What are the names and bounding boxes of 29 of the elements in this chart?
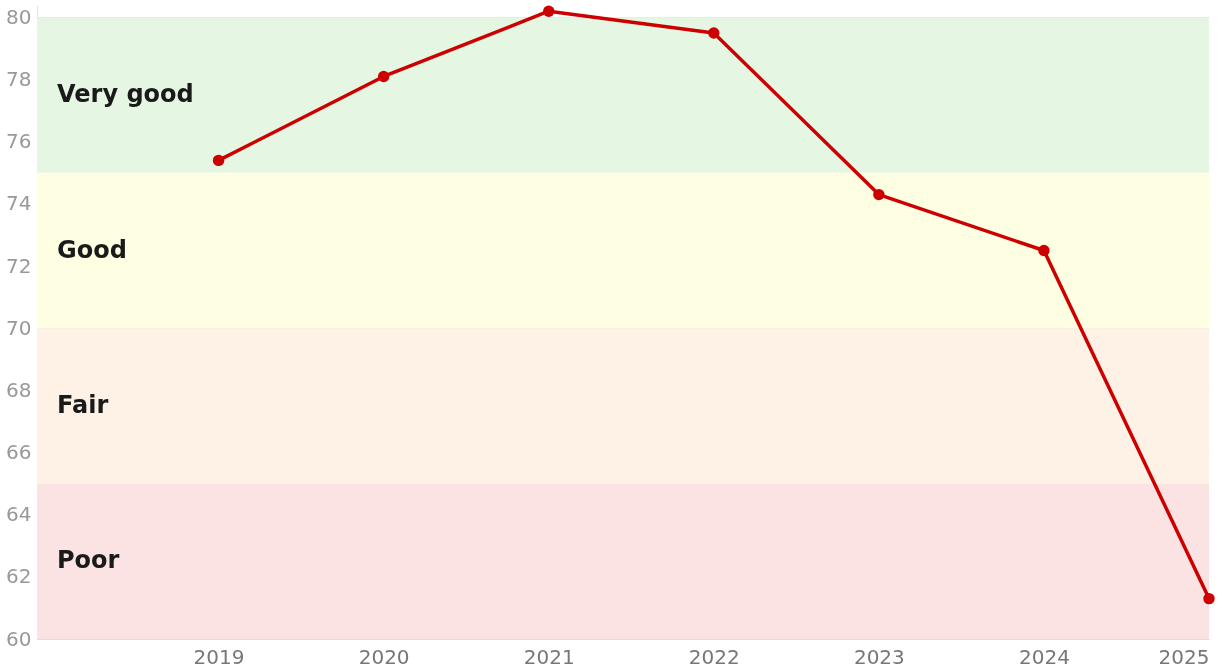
x-tick-label: 2024 <box>1018 644 1070 669</box>
band-label: Good <box>57 235 127 264</box>
y-tick-label: 74 <box>6 191 32 216</box>
x-tick-label: 2025 <box>1158 644 1210 669</box>
y-tick-label: 76 <box>6 129 32 154</box>
x-tick-label: 2021 <box>523 644 575 669</box>
band-label: Fair <box>57 390 109 419</box>
point <box>1203 592 1215 605</box>
y-tick-label: 62 <box>6 564 32 589</box>
y-tick-label: 64 <box>6 502 32 527</box>
band-label: Very good <box>57 80 194 109</box>
point <box>1038 244 1050 257</box>
y-tick-label: 70 <box>6 315 32 340</box>
x-tick-label: 2023 <box>853 644 905 669</box>
x-tick-label: 2019 <box>193 644 245 669</box>
y-tick-label: 72 <box>6 253 32 278</box>
y-tick-label: 80 <box>6 4 32 29</box>
point <box>873 188 885 201</box>
y-tick-label: 66 <box>6 440 32 465</box>
point <box>708 27 720 39</box>
point <box>377 70 390 83</box>
x-tick-label: 2020 <box>358 644 410 669</box>
y-tick-label: 78 <box>6 67 32 92</box>
x-tick-label: 2022 <box>688 644 740 669</box>
y-tick-label: 60 <box>6 626 32 651</box>
point <box>543 5 555 17</box>
point <box>212 154 225 167</box>
band-label: Poor <box>57 546 120 575</box>
y-tick-label: 68 <box>6 377 32 402</box>
